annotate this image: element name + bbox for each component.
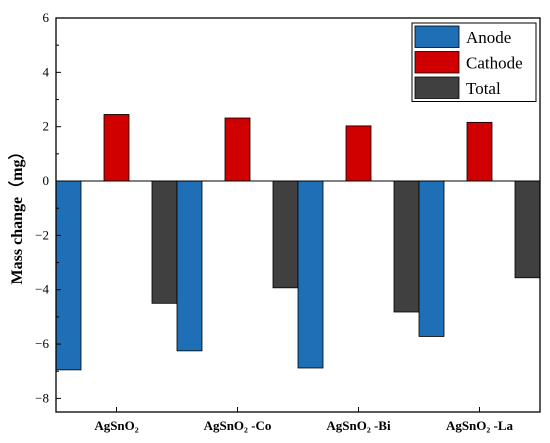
bar-total-3 (393, 180, 420, 313)
bar-cathode-2 (224, 117, 251, 182)
y-tick-label: −4 (35, 282, 49, 297)
y-tick-label: 6 (43, 10, 50, 25)
bar-total-4 (514, 180, 541, 279)
y-tick-label: 0 (43, 173, 50, 188)
bar-cathode-3 (345, 125, 372, 182)
plot-frame (55, 17, 541, 413)
x-tick-label: AgSnO₂ -La (446, 418, 514, 433)
bar-anode-2 (176, 180, 203, 352)
y-tick-label: 2 (43, 119, 50, 134)
y-axis-title: Mass change（mg） (8, 144, 26, 285)
legend-swatch-cathode (414, 51, 460, 74)
legend-label-cathode: Cathode (466, 54, 523, 73)
bar-anode-1 (55, 180, 82, 371)
legend-label-total: Total (466, 79, 501, 98)
bar-anode-4 (418, 180, 445, 337)
bar-anode-3 (297, 180, 324, 369)
y-tick-label: −6 (35, 336, 49, 351)
bar-cathode-4 (466, 121, 493, 182)
legend-swatch-anode (414, 25, 460, 48)
bar-total-1 (151, 180, 178, 304)
x-tick-label: AgSnO₂ -Co (204, 418, 272, 433)
bar-total-2 (272, 180, 299, 289)
legend-label-anode: Anode (466, 28, 511, 47)
x-tick-label: AgSnO₂ (94, 418, 138, 433)
y-tick-label: −8 (35, 390, 49, 405)
bar-cathode-1 (103, 114, 130, 182)
y-tick-label: −2 (35, 227, 49, 242)
y-tick-label: 4 (43, 64, 50, 79)
legend-swatch-total (414, 76, 460, 99)
x-tick-label: AgSnO₂ -Bi (326, 418, 391, 433)
